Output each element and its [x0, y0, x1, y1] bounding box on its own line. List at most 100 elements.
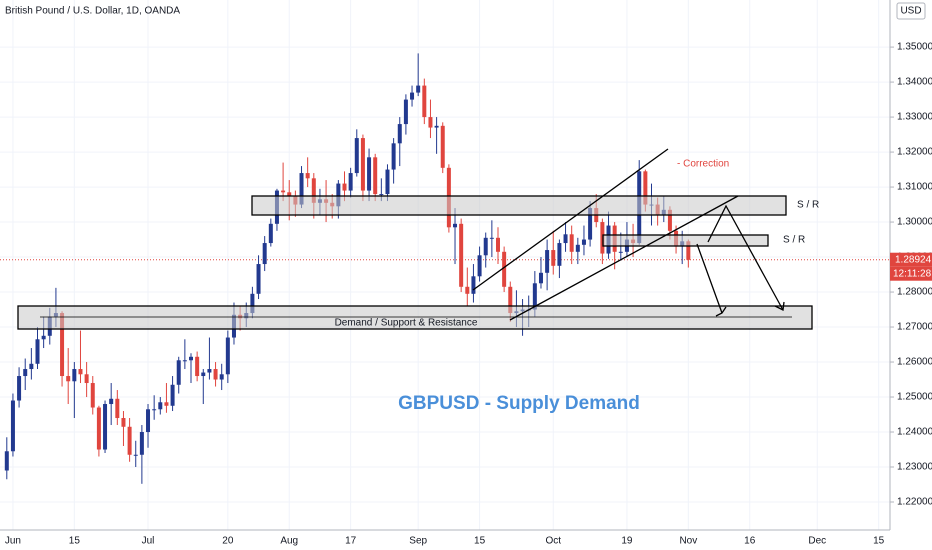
- candle-body: [532, 283, 537, 310]
- candle-body: [360, 138, 365, 191]
- candle-body: [170, 384, 175, 406]
- x-tick-label: 15: [69, 536, 81, 547]
- candle-body: [557, 243, 562, 266]
- currency-box: [896, 2, 926, 20]
- x-tick-label: Oct: [545, 536, 561, 547]
- candle-body: [127, 426, 132, 455]
- annotation: S / R: [797, 200, 819, 211]
- axis-labels: 1.22000 1.23000 1.24000 1.25000 1.26000 1.270…: [5, 42, 932, 547]
- candle-body: [305, 173, 310, 179]
- candle-body: [588, 208, 593, 240]
- channel-upper: [472, 148, 669, 291]
- arrow: [696, 243, 723, 314]
- candle-body: [84, 374, 89, 384]
- y-tick-label: 1.32000: [897, 147, 932, 158]
- candle-body: [17, 376, 22, 401]
- x-tick-label: Jul: [142, 536, 155, 547]
- countdown-box: [890, 266, 932, 281]
- candle-body: [686, 241, 691, 260]
- candle-body: [262, 243, 267, 265]
- candle-body: [152, 409, 157, 411]
- candles: [4, 53, 691, 484]
- x-tick-label: Sep: [409, 536, 427, 547]
- candle-body: [29, 363, 34, 370]
- candle-body: [4, 451, 9, 471]
- candle-body: [563, 234, 568, 244]
- annotation: - Correction: [677, 159, 729, 170]
- candle-body: [121, 418, 126, 427]
- candle-body: [182, 360, 187, 362]
- candle-body: [348, 173, 353, 191]
- candle-body: [434, 125, 439, 128]
- y-tick-label: 1.24000: [897, 427, 932, 438]
- candle-body: [158, 402, 163, 410]
- y-tick-label: 1.35000: [897, 42, 932, 53]
- last-price-box: [890, 252, 932, 267]
- y-tick-label: 1.25000: [897, 392, 932, 403]
- arrow: [707, 204, 784, 311]
- candle-body: [471, 276, 476, 294]
- candle-body: [115, 398, 120, 419]
- candle-body: [213, 369, 218, 380]
- y-tick-label: 1.23000: [897, 462, 932, 473]
- y-tick-label: 1.26000: [897, 357, 932, 368]
- candle-body: [410, 92, 415, 100]
- candle-body: [139, 432, 144, 455]
- annotation: Demand / Support & Resistance: [335, 318, 478, 329]
- candle-body: [342, 183, 347, 191]
- candle-body: [250, 293, 255, 314]
- candle-body: [176, 360, 181, 385]
- candle-body: [489, 237, 494, 239]
- candle-body: [281, 190, 286, 193]
- arrowhead: [715, 306, 727, 317]
- candle-body: [60, 313, 65, 377]
- drawings: [17, 148, 813, 330]
- candle-body: [146, 409, 151, 433]
- sr-zone: [602, 234, 769, 247]
- candle-body: [496, 237, 500, 252]
- candle-body: [225, 337, 230, 375]
- x-tick-label: Aug: [280, 536, 298, 547]
- candle-body: [477, 255, 482, 277]
- candle-body: [72, 369, 77, 382]
- candle-body: [440, 125, 445, 168]
- channel-lower: [509, 195, 739, 321]
- countdown: 12:11:28: [893, 268, 932, 279]
- candle-body: [207, 369, 212, 373]
- candle-body: [103, 404, 108, 450]
- y-tick-label: 1.22000: [897, 497, 932, 508]
- candle-body: [453, 223, 458, 228]
- candle-body: [133, 454, 138, 456]
- y-tick-label: 1.30000: [897, 217, 932, 228]
- y-tick-label: 1.31000: [897, 182, 932, 193]
- candle-body: [397, 124, 402, 144]
- x-tick-label: Dec: [808, 536, 826, 547]
- candle-body: [551, 250, 556, 266]
- candle-body: [367, 157, 372, 191]
- candle-body: [508, 286, 513, 314]
- candle-body: [96, 407, 101, 450]
- candle-body: [78, 369, 83, 375]
- currency-label: USD: [900, 6, 921, 17]
- x-tick-label: 15: [474, 536, 486, 547]
- candle-body: [422, 85, 427, 118]
- candle-body: [643, 171, 648, 205]
- candle-body: [268, 223, 273, 244]
- candle-body: [428, 117, 433, 128]
- candle-body: [575, 244, 580, 252]
- x-tick-label: Jun: [5, 536, 21, 547]
- x-tick-label: 19: [621, 536, 633, 547]
- candle-body: [164, 402, 169, 406]
- candle-body: [416, 85, 421, 93]
- x-tick-label: 20: [222, 536, 234, 547]
- candle-body: [403, 99, 408, 125]
- candle-body: [23, 369, 28, 377]
- candle-body: [459, 223, 464, 287]
- annotations: - Correction S / R S / R Demand / Support &…: [335, 159, 820, 414]
- candle-body: [538, 272, 543, 284]
- y-tick-label: 1.34000: [897, 77, 932, 88]
- y-tick-label: 1.33000: [897, 112, 932, 123]
- candle-body: [195, 356, 200, 377]
- annotation: GBPUSD - Supply Demand: [398, 393, 640, 414]
- supply-zone: [251, 195, 787, 216]
